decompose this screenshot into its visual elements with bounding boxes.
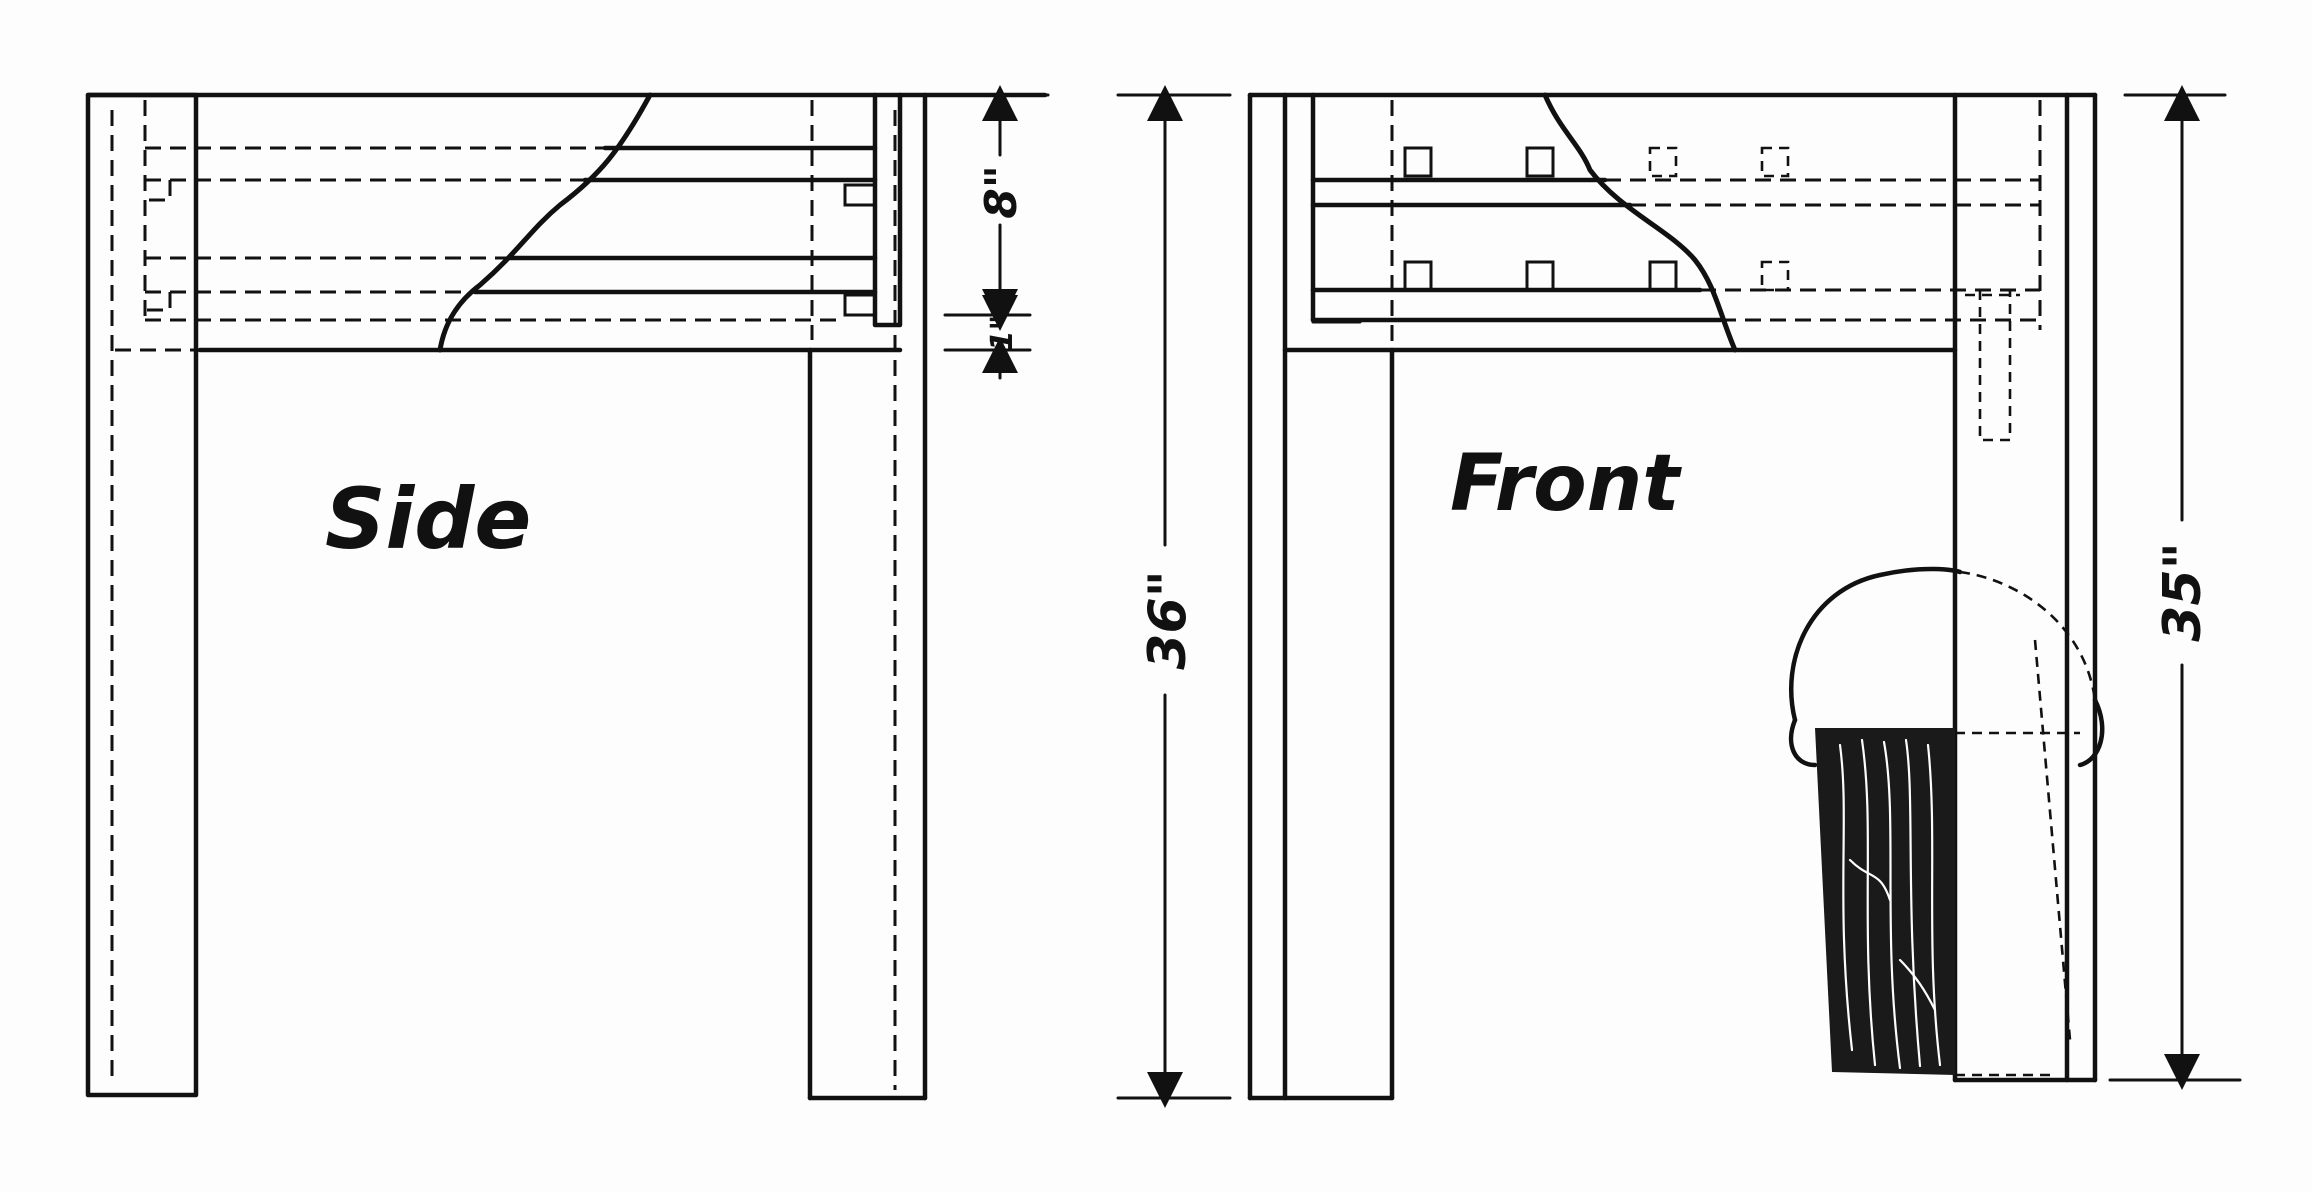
dim-front-height: 36" [1116,85,1232,1108]
dim-apron-depth-text: 8" [976,165,1027,219]
bucket-body-shaded [1815,728,1955,1075]
dim-front-height-text: 36" [1138,570,1198,669]
side-left-leg [85,92,199,1098]
front-slats [1310,92,2040,324]
dim-right-height-text: 35" [2153,542,2213,641]
dim-right-height: 35" [2108,85,2242,1090]
side-view: 8" 1" Side [85,85,1050,1101]
side-slats [145,145,878,317]
side-break-line [437,92,653,353]
dim-bottom-rail-text: 1" [985,315,1020,352]
front-view-label: Front [1450,439,1682,529]
side-right-leg [807,92,928,1101]
bucket [1788,566,2105,1077]
bucket-handle [1789,566,1963,723]
front-break-line [1542,92,1738,353]
side-view-label: Side [325,470,531,568]
front-left-leg [1247,92,1395,1101]
front-cleats [1403,146,1790,292]
front-right-leg [1952,92,2098,1083]
dim-apron-depth: 8" 1" [938,85,1050,380]
side-frame-inner [115,92,903,352]
front-view: 36" 35" Front [1116,85,2242,1108]
front-top-board [1247,92,2098,353]
